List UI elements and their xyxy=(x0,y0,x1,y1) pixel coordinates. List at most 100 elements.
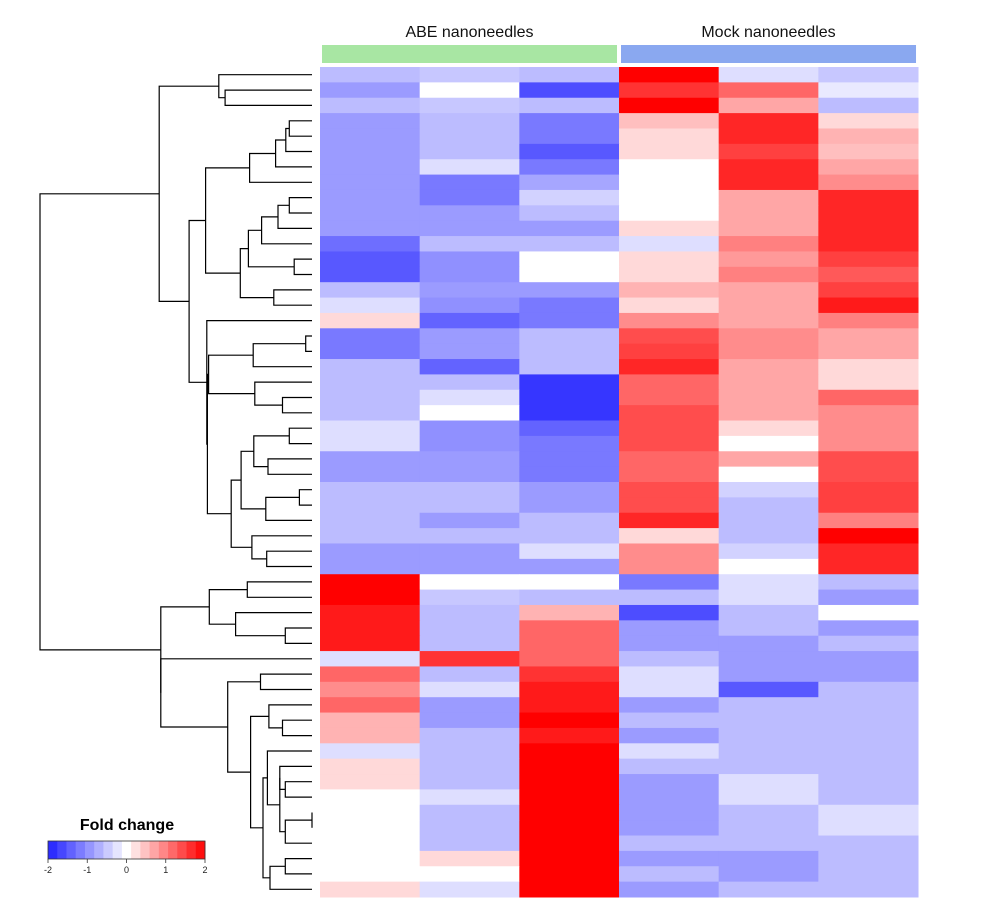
heatmap-cell xyxy=(718,451,819,468)
heatmap-cell xyxy=(320,205,421,222)
heatmap-cell xyxy=(619,189,720,206)
heatmap-cell xyxy=(320,328,421,345)
heatmap-cell xyxy=(320,451,421,468)
heatmap-cell xyxy=(419,820,520,837)
legend-swatch xyxy=(75,841,86,859)
heatmap-cell xyxy=(818,67,919,83)
legend-swatch xyxy=(168,841,178,859)
heatmap-cell xyxy=(619,620,720,637)
heatmap-cell xyxy=(320,466,421,483)
legend-swatch xyxy=(195,841,206,859)
heatmap-cell xyxy=(519,251,620,268)
heatmap-cell xyxy=(718,881,819,898)
heatmap-cell xyxy=(718,466,819,483)
dendrogram-branch xyxy=(275,139,312,168)
heatmap-cell xyxy=(419,712,520,729)
heatmap-cell xyxy=(419,743,520,760)
heatmap-cell xyxy=(419,328,520,345)
heatmap-cell xyxy=(419,389,520,406)
heatmap-cell xyxy=(419,866,520,883)
heatmap-cell xyxy=(818,850,919,867)
heatmap-cell xyxy=(718,174,819,191)
heatmap-cell xyxy=(519,159,620,176)
heatmap-cell xyxy=(619,482,720,498)
dendrogram-branch xyxy=(251,535,312,560)
heatmap-cell xyxy=(519,343,620,360)
heatmap-cell xyxy=(619,97,720,114)
heatmap-cell xyxy=(619,220,720,237)
heatmap-cell xyxy=(619,558,720,575)
heatmap-cell xyxy=(320,374,421,391)
heatmap-cell xyxy=(619,343,720,360)
heatmap-cell xyxy=(419,789,520,806)
heatmap-cell xyxy=(818,266,919,283)
dendrogram-branch xyxy=(160,658,312,728)
heatmap-cell xyxy=(718,758,819,775)
heatmap-cell xyxy=(619,328,720,345)
heatmap-cell xyxy=(419,497,520,514)
group-bar-0 xyxy=(322,45,618,63)
heatmap-cell xyxy=(519,451,620,468)
heatmap-cell xyxy=(619,774,720,790)
heatmap-cell xyxy=(818,343,919,360)
heatmap-cell xyxy=(718,651,819,667)
dendrogram-branch xyxy=(268,704,312,729)
heatmap-cell xyxy=(619,866,720,883)
heatmap-cells xyxy=(320,67,919,898)
dendrogram-branch xyxy=(208,354,255,395)
heatmap-cell xyxy=(718,866,819,883)
heatmap-cell xyxy=(419,681,520,698)
heatmap-cell xyxy=(419,758,520,775)
heatmap-cell xyxy=(419,97,520,114)
heatmap-cell xyxy=(519,543,620,560)
heatmap-cell xyxy=(320,604,421,621)
heatmap-cell xyxy=(519,881,620,898)
heatmap-cell xyxy=(619,681,720,698)
heatmap-cell xyxy=(519,512,620,529)
heatmap-cell xyxy=(718,482,819,498)
heatmap-cell xyxy=(519,712,620,729)
heatmap-cell xyxy=(320,804,421,821)
dendrogram-branch xyxy=(288,427,312,445)
heatmap-cell xyxy=(619,174,720,191)
legend-ticks: -2 -1 0 1 2 xyxy=(44,859,208,875)
heatmap-cell xyxy=(619,589,720,606)
heatmap-cell xyxy=(718,558,819,575)
legend-swatch xyxy=(84,841,95,859)
heatmap-cell xyxy=(818,881,919,898)
heatmap-cell xyxy=(419,143,520,160)
heatmap-cell xyxy=(718,666,819,683)
legend-swatch xyxy=(131,841,141,859)
dendrogram-branch xyxy=(39,193,161,651)
heatmap-cell xyxy=(718,850,819,867)
heatmap-cell xyxy=(320,297,421,314)
heatmap-cell xyxy=(419,359,520,375)
heatmap-cell xyxy=(818,820,919,837)
heatmap-cell xyxy=(718,374,819,391)
dendrogram-branch xyxy=(208,589,248,625)
heatmap-cell xyxy=(419,512,520,529)
heatmap-cell xyxy=(519,651,620,667)
heatmap-cell xyxy=(718,774,819,790)
heatmap-cell xyxy=(320,405,421,422)
heatmap-cell xyxy=(519,220,620,237)
heatmap-cell xyxy=(320,343,421,360)
heatmap-cell xyxy=(718,343,819,360)
heatmap-cell xyxy=(419,159,520,176)
heatmap-cell xyxy=(519,435,620,452)
heatmap-cell xyxy=(619,727,720,744)
heatmap-cell xyxy=(419,405,520,422)
heatmap-cell xyxy=(718,312,819,329)
heatmap-cell xyxy=(619,697,720,714)
heatmap-cell xyxy=(619,743,720,760)
dendrogram-branch xyxy=(293,258,312,276)
heatmap-cell xyxy=(818,681,919,698)
dendrogram-branch xyxy=(288,120,312,137)
heatmap-cell xyxy=(320,512,421,529)
heatmap-cell xyxy=(419,835,520,852)
heatmap-cell xyxy=(519,128,620,145)
dendrogram-branch xyxy=(273,289,312,306)
dendrogram-branch xyxy=(160,606,210,693)
heatmap-cell xyxy=(419,589,520,606)
